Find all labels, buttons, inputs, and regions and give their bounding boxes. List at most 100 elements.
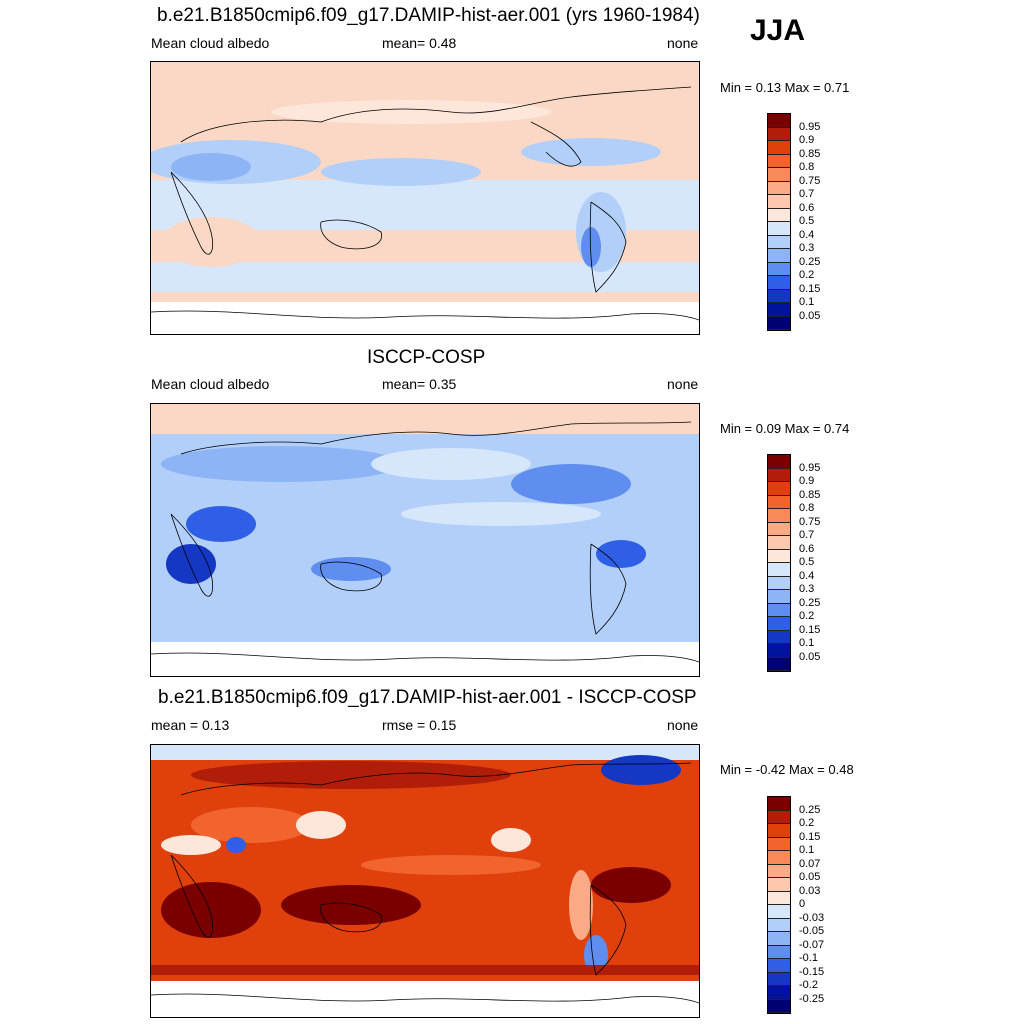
panel1-minmax: Min = 0.13 Max = 0.71: [720, 80, 850, 95]
colorbar-segment: [768, 851, 790, 865]
colorbar-tick-label: 0.5: [799, 556, 815, 568]
colorbar-segment: [768, 482, 790, 496]
colorbar-tick-label: 0.3: [799, 583, 815, 595]
colorbar-segment: [768, 208, 790, 222]
colorbar-tick-label: 0.4: [799, 228, 815, 241]
colorbar-tick-label: 0.85: [799, 147, 821, 160]
colorbar-segment: [768, 195, 790, 209]
panel1-mean-label: mean= 0.48: [382, 35, 457, 51]
colorbar-segment: [768, 127, 790, 141]
colorbar-tick-label: 0.4: [799, 569, 815, 582]
colorbar-tick-label: 0.75: [799, 174, 821, 187]
colorbar-segment: [768, 810, 790, 824]
colorbar-tick-label: 0.6: [799, 542, 815, 555]
colorbar-segment: [768, 878, 790, 892]
panel1-left-label: Mean cloud albedo: [151, 35, 270, 51]
colorbar-tick-label: 0.03: [799, 884, 821, 897]
panel3-mean-label: mean = 0.13: [151, 717, 230, 733]
colorbar-segment: [768, 522, 790, 536]
colorbar-tick-label: 0.05: [799, 309, 821, 322]
colorbar-segment: [768, 316, 790, 330]
colorbar-segment: [768, 536, 790, 550]
colorbar-segment: [768, 181, 790, 195]
colorbar-tick-label: 0.05: [799, 871, 821, 883]
colorbar-segment: [768, 630, 790, 644]
colorbar-tick-label: 0.15: [799, 623, 821, 636]
panel2-mean-label: mean= 0.35: [382, 376, 457, 392]
panel1-right-label: none: [667, 35, 699, 51]
colorbar-tick-label: 0.1: [799, 296, 815, 308]
colorbar-segment: [768, 864, 790, 878]
colorbar-tick-label: 0.85: [799, 488, 821, 501]
colorbar-tick-label: -0.25: [799, 992, 825, 1005]
colorbar-segment: [768, 222, 790, 236]
colorbar-tick-label: 0.2: [799, 269, 815, 281]
colorbar-segment: [768, 303, 790, 317]
season-label: JJA: [750, 14, 806, 47]
colorbar-segment: [768, 289, 790, 303]
colorbar-tick-label: 0.25: [799, 255, 821, 268]
colorbar-segment: [768, 455, 790, 469]
panel2-colorbar: [767, 454, 791, 672]
colorbar-tick-label: 0.2: [799, 817, 815, 829]
colorbar-tick-label: 0.5: [799, 215, 815, 227]
colorbar-tick-label: 0.15: [799, 282, 821, 295]
colorbar-tick-label: -0.07: [799, 938, 825, 951]
panel2-map: [150, 403, 700, 677]
colorbar-segment: [768, 986, 790, 1000]
panel2-minmax: Min = 0.09 Max = 0.74: [720, 421, 850, 436]
colorbar-segment: [768, 168, 790, 182]
colorbar-tick-label: 0.9: [799, 475, 815, 487]
colorbar-segment: [768, 644, 790, 658]
colorbar-segment: [768, 999, 790, 1013]
colorbar-tick-label: -0.2: [799, 979, 818, 991]
colorbar-segment: [768, 824, 790, 838]
colorbar-tick-label: 0.1: [799, 844, 815, 856]
colorbar-segment: [768, 590, 790, 604]
colorbar-segment: [768, 932, 790, 946]
colorbar-tick-label: 0.8: [799, 502, 815, 514]
colorbar-tick-label: 0.1: [799, 637, 815, 649]
colorbar-tick-label: 0.9: [799, 134, 815, 146]
colorbar-segment: [768, 549, 790, 563]
colorbar-segment: [768, 945, 790, 959]
panel2-title: ISCCP-COSP: [367, 347, 486, 368]
colorbar-tick-label: 0.6: [799, 201, 815, 214]
colorbar-segment: [768, 617, 790, 631]
colorbar-segment: [768, 972, 790, 986]
colorbar-segment: [768, 797, 790, 811]
colorbar-tick-label: 0: [799, 898, 806, 910]
panel1-map: [150, 61, 700, 335]
panel3-title: b.e21.B1850cmip6.f09_g17.DAMIP-hist-aer.…: [158, 687, 697, 708]
colorbar-tick-label: 0.07: [799, 857, 821, 870]
colorbar-segment: [768, 154, 790, 168]
colorbar-tick-label: 0.95: [799, 120, 821, 133]
colorbar-tick-label: 0.7: [799, 529, 815, 541]
colorbar-tick-label: -0.03: [799, 911, 825, 924]
colorbar-segment: [768, 657, 790, 671]
colorbar-segment: [768, 249, 790, 263]
colorbar-segment: [768, 235, 790, 249]
panel3-minmax: Min = -0.42 Max = 0.48: [720, 762, 854, 777]
colorbar-tick-label: 0.2: [799, 610, 815, 622]
colorbar-segment: [768, 918, 790, 932]
colorbar-tick-label: -0.15: [799, 965, 825, 978]
colorbar-tick-label: 0.25: [799, 596, 821, 609]
colorbar-segment: [768, 905, 790, 919]
colorbar-segment: [768, 262, 790, 276]
panel2-right-label: none: [667, 376, 699, 392]
colorbar-tick-label: -0.05: [799, 925, 825, 937]
colorbar-tick-label: 0.25: [799, 803, 821, 816]
colorbar-segment: [768, 837, 790, 851]
colorbar-segment: [768, 959, 790, 973]
panel1-title: b.e21.B1850cmip6.f09_g17.DAMIP-hist-aer.…: [157, 5, 700, 26]
colorbar-segment: [768, 576, 790, 590]
colorbar-segment: [768, 891, 790, 905]
colorbar-segment: [768, 276, 790, 290]
colorbar-tick-label: 0.75: [799, 515, 821, 528]
panel3-right-label: none: [667, 717, 699, 733]
panel2-left-label: Mean cloud albedo: [151, 376, 270, 392]
colorbar-tick-label: 0.8: [799, 161, 815, 173]
colorbar-tick-label: 0.95: [799, 461, 821, 474]
colorbar-segment: [768, 509, 790, 523]
